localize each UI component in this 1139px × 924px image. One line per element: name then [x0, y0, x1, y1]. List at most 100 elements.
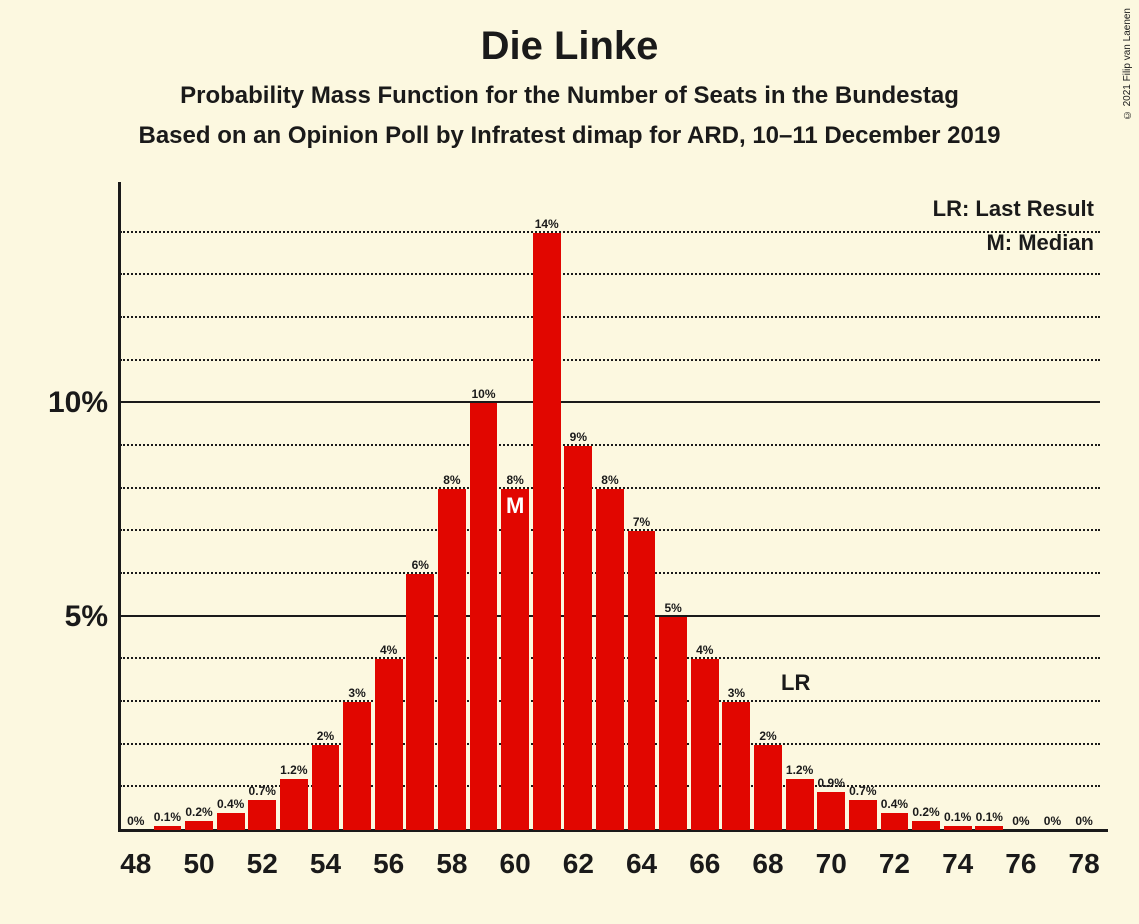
bar-value-label: 0.1% — [944, 810, 971, 824]
bar-cell: 0.4% — [879, 190, 911, 830]
x-axis-tick-label: 74 — [942, 848, 974, 880]
bar-value-label: 1.2% — [786, 763, 813, 777]
bar-value-label: 0.7% — [249, 784, 276, 798]
bar-cell: 2% — [310, 190, 342, 830]
bar-value-label: 8% — [506, 473, 523, 487]
bar-value-label: 0.2% — [185, 805, 212, 819]
bar: 0.2% — [912, 821, 940, 830]
x-axis-tick-label: 50 — [183, 848, 215, 880]
bar-cell: 0% — [1037, 190, 1069, 830]
bar-value-label: 0.4% — [217, 797, 244, 811]
bar-value-label: 4% — [380, 643, 397, 657]
bar-value-label: 3% — [348, 686, 365, 700]
bar-cell: 0.1% — [152, 190, 184, 830]
bar-value-label: 6% — [412, 558, 429, 572]
bar: 14% — [533, 233, 561, 830]
bar-cell: 1.2% — [278, 190, 310, 830]
bar: 5% — [659, 617, 687, 830]
bar: 7% — [628, 531, 656, 830]
y-axis-label: 5% — [65, 600, 120, 634]
x-axis-tick-label: 64 — [626, 848, 658, 880]
bar: 4% — [691, 659, 719, 830]
x-axis-tick-label: 58 — [436, 848, 468, 880]
bar-cell: 0.1% — [942, 190, 974, 830]
bar-value-label: 0.7% — [849, 784, 876, 798]
bar-value-label: 2% — [317, 729, 334, 743]
bar: 2% — [754, 745, 782, 830]
x-axis-tick-label — [341, 848, 373, 880]
bar: 8% — [501, 489, 529, 830]
x-axis-tick-label — [468, 848, 500, 880]
bar-value-label: 4% — [696, 643, 713, 657]
y-axis-label: 10% — [48, 386, 120, 420]
bar: 2% — [312, 745, 340, 830]
x-axis-tick-label: 54 — [310, 848, 342, 880]
bar-cell: 1.2% — [784, 190, 816, 830]
bars-group: 0%0.1%0.2%0.4%0.7%1.2%2%3%4%6%8%10%8%14%… — [120, 190, 1100, 830]
bar: 0.1% — [975, 826, 1003, 830]
bar-cell: 8% — [436, 190, 468, 830]
x-axis-tick-label: 66 — [689, 848, 721, 880]
bar-cell: 0.2% — [183, 190, 215, 830]
bar: 9% — [564, 446, 592, 830]
bar-value-label: 0.1% — [976, 810, 1003, 824]
bar-value-label: 1.2% — [280, 763, 307, 777]
bar: 1.2% — [786, 779, 814, 830]
bar-cell: 0% — [1068, 190, 1100, 830]
bar: 10% — [470, 403, 498, 830]
x-axis-tick-label: 70 — [815, 848, 847, 880]
bar-value-label: 3% — [728, 686, 745, 700]
bar-cell: 7% — [626, 190, 658, 830]
x-axis-tick-label — [784, 848, 816, 880]
x-axis-tick-label — [152, 848, 184, 880]
bar-cell: 0.7% — [246, 190, 278, 830]
bar-value-label: 8% — [443, 473, 460, 487]
x-axis-tick-label: 60 — [499, 848, 531, 880]
bar-cell: 8% — [594, 190, 626, 830]
x-axis-tick-label — [910, 848, 942, 880]
x-axis-tick-label: 56 — [373, 848, 405, 880]
bar: 1.2% — [280, 779, 308, 830]
x-axis-tick-label — [215, 848, 247, 880]
x-axis-tick-label: 76 — [1005, 848, 1037, 880]
bar-value-label: 0% — [1075, 814, 1092, 828]
bar-value-label: 9% — [570, 430, 587, 444]
x-axis-tick-label — [404, 848, 436, 880]
bar-cell: 0% — [120, 190, 152, 830]
bar-cell: 14% — [531, 190, 563, 830]
chart-title: Die Linke — [0, 24, 1139, 69]
x-axis-tick-label — [1037, 848, 1069, 880]
bar: 4% — [375, 659, 403, 830]
chart-container: © 2021 Filip van Laenen Die Linke Probab… — [0, 0, 1139, 924]
bar: 3% — [343, 702, 371, 830]
bar-value-label: 0% — [1012, 814, 1029, 828]
bar: 0.4% — [217, 813, 245, 830]
bar-value-label: 10% — [471, 387, 495, 401]
bar-cell: 2% — [752, 190, 784, 830]
x-axis-tick-label — [847, 848, 879, 880]
x-axis-tick-label — [657, 848, 689, 880]
bar: 8% — [596, 489, 624, 830]
bar-value-label: 0.4% — [881, 797, 908, 811]
bar: 0.9% — [817, 792, 845, 830]
bar-cell: 5% — [657, 190, 689, 830]
bar: 0.1% — [154, 826, 182, 830]
bar-value-label: 0% — [1044, 814, 1061, 828]
bar-cell: 4% — [689, 190, 721, 830]
bar-value-label: 0.1% — [154, 810, 181, 824]
x-axis-tick-label — [721, 848, 753, 880]
bar-value-label: 5% — [664, 601, 681, 615]
x-axis-tick-label — [594, 848, 626, 880]
x-axis-tick-label: 68 — [752, 848, 784, 880]
bar-cell: 3% — [721, 190, 753, 830]
bar-value-label: 14% — [535, 217, 559, 231]
x-axis-tick-label — [973, 848, 1005, 880]
x-axis-tick-label: 52 — [246, 848, 278, 880]
bar-cell: 10% — [468, 190, 500, 830]
legend-lr: LR: Last Result — [933, 196, 1094, 222]
legend-m: M: Median — [986, 230, 1094, 256]
bar: 6% — [406, 574, 434, 830]
bar-value-label: 0.2% — [912, 805, 939, 819]
x-axis-tick-label: 48 — [120, 848, 152, 880]
bar: 8% — [438, 489, 466, 830]
